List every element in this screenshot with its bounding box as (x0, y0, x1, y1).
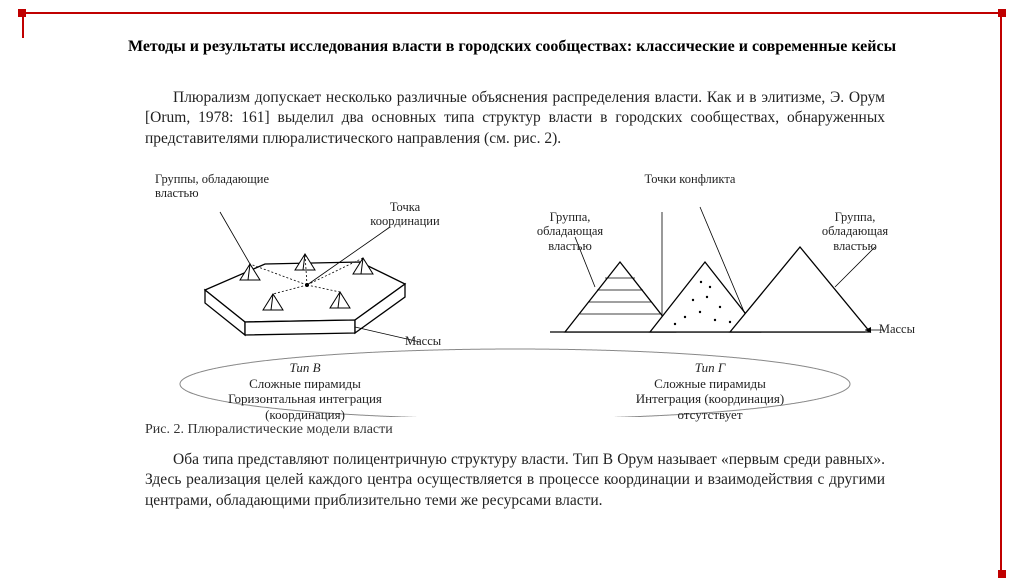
type-g-line1: Сложные пирамиды (654, 376, 766, 391)
label-groups-power: Группы, обладающиевластью (155, 172, 295, 201)
label-group-left: Группа,обладающаявластью (520, 210, 620, 253)
label-masses-right: Массы (845, 322, 915, 336)
paragraph-1: Плюрализм допускает несколько различные … (145, 88, 885, 149)
page-title: Методы и результаты исследования власти … (60, 36, 964, 58)
caption-type-g: Тип Г Сложные пирамиды Интеграция (коорд… (605, 360, 815, 422)
type-b-line1: Сложные пирамиды (249, 376, 361, 391)
type-b-line3: (координация) (265, 407, 345, 422)
type-b-group (205, 212, 420, 342)
label-masses-left: Массы (405, 334, 475, 348)
type-b-line2: Горизонтальная интеграция (228, 391, 382, 406)
label-conflict: Точки конфликта (620, 172, 760, 186)
type-g-title: Тип Г (695, 360, 726, 375)
caption-type-b: Тип В Сложные пирамиды Горизонтальная ин… (200, 360, 410, 422)
figure-caption: Рис. 2. Плюралистические модели власти (145, 422, 393, 438)
paragraph-2: Оба типа представляют полицентричную стр… (145, 450, 885, 511)
figure-2: Группы, обладающиевластью Точкакоординац… (145, 172, 885, 417)
type-b-title: Тип В (289, 360, 320, 375)
type-g-line2: Интеграция (координация) (636, 391, 784, 406)
paragraph-1-text: Плюрализм допускает несколько различные … (145, 89, 885, 147)
type-g-line3: отсутствует (677, 407, 742, 422)
label-coord-point: Точкакоординации (355, 200, 455, 229)
label-group-right: Группа,обладающаявластью (805, 210, 905, 253)
frame-side-r (1000, 12, 1002, 574)
frame-side-l (22, 12, 24, 38)
frame-top-line (22, 12, 1002, 14)
paragraph-2-text: Оба типа представляют полицентричную стр… (145, 451, 885, 509)
frame-node-br (998, 570, 1006, 578)
